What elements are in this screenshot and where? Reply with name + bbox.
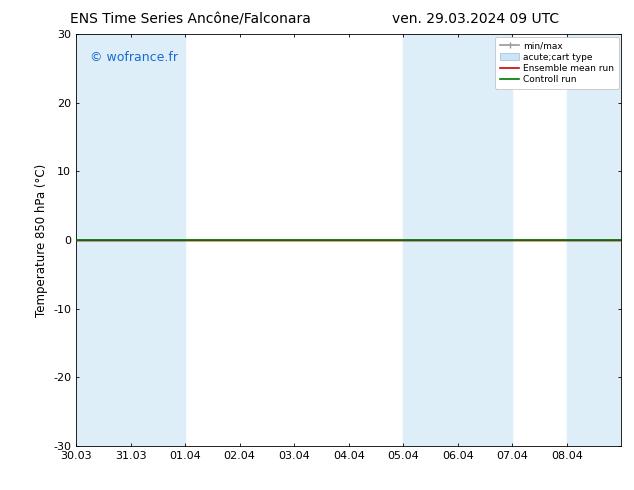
Y-axis label: Temperature 850 hPa (°C): Temperature 850 hPa (°C) xyxy=(34,164,48,317)
Bar xyxy=(567,34,621,446)
Bar xyxy=(403,34,512,446)
Text: ven. 29.03.2024 09 UTC: ven. 29.03.2024 09 UTC xyxy=(392,12,559,26)
Bar xyxy=(76,34,185,446)
Legend: min/max, acute;cart type, Ensemble mean run, Controll run: min/max, acute;cart type, Ensemble mean … xyxy=(495,37,619,89)
Text: ENS Time Series Ancône/Falconara: ENS Time Series Ancône/Falconara xyxy=(70,12,311,26)
Text: © wofrance.fr: © wofrance.fr xyxy=(90,51,178,64)
